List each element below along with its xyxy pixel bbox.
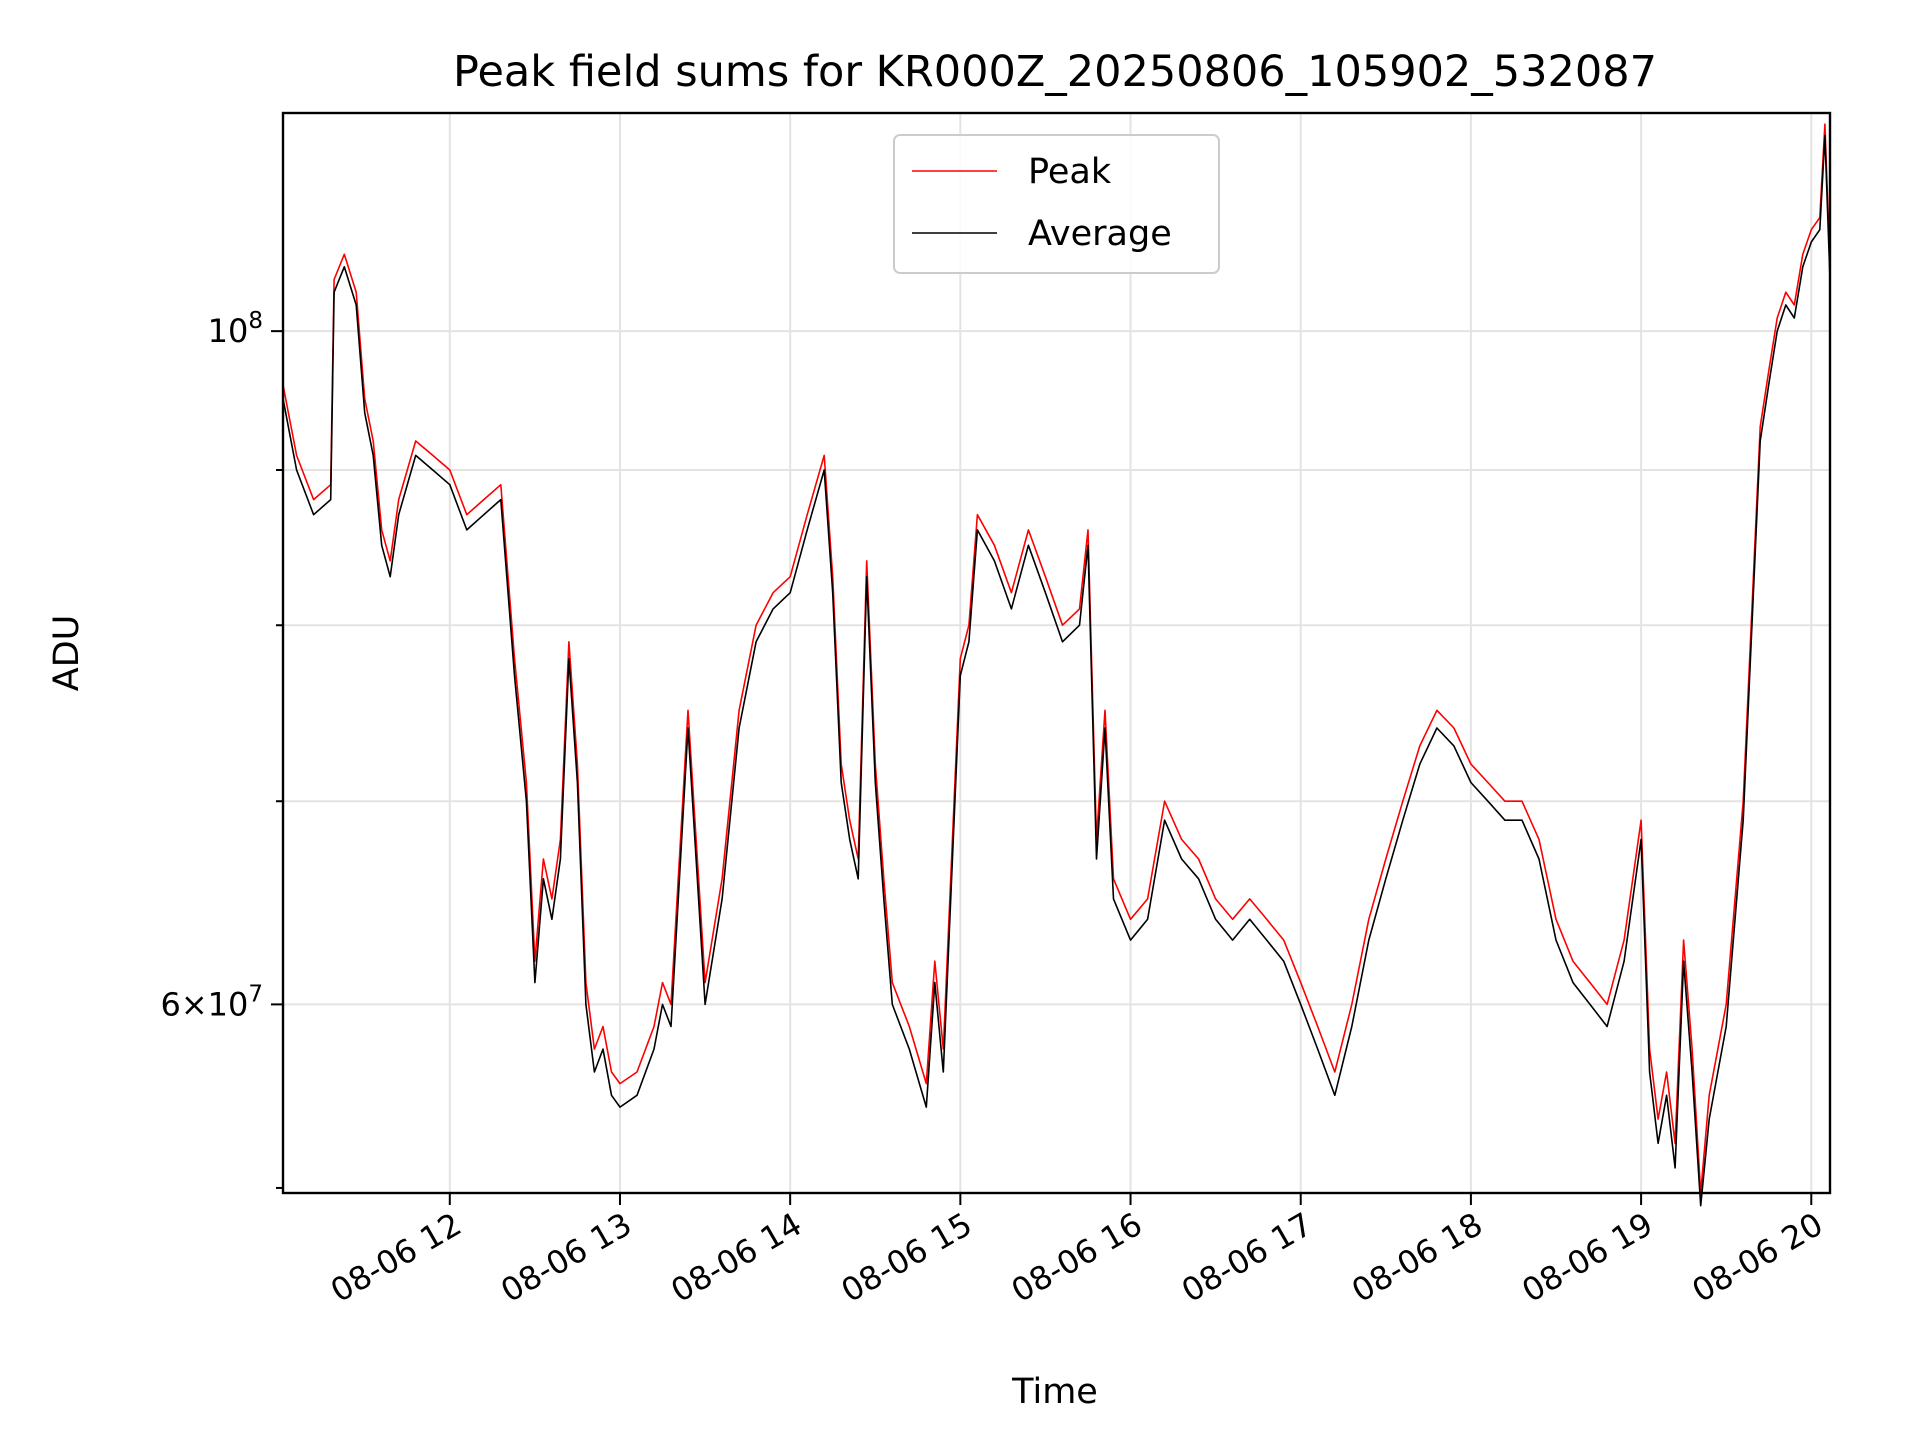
x-axis-ticks: 08-06 12 08-06 13 08-06 14 08-06 15 08-06 16… (324, 1193, 1829, 1310)
x-tick-label: 08-06 16 (1005, 1205, 1149, 1310)
y-axis-ticks: 6×107 108 (160, 308, 283, 1189)
x-axis-label: Time (1011, 1372, 1098, 1412)
y-axis-label: ADU (47, 615, 87, 692)
plot-frame (281, 111, 1832, 1195)
legend-label-average: Average (1028, 214, 1172, 254)
chart-title: Peak field sums for KR000Z_20250806_1059… (453, 47, 1657, 97)
legend-box (893, 134, 1220, 274)
grid-lines (283, 113, 1830, 1193)
series-line-average (282, 134, 1831, 1207)
x-tick-label: 08-06 18 (1345, 1205, 1489, 1310)
series-lines (282, 123, 1831, 1207)
x-tick-label: 08-06 13 (494, 1205, 638, 1310)
x-tick-label: 08-06 19 (1515, 1205, 1659, 1310)
legend-label-peak: Peak (1028, 152, 1112, 192)
y-tick-label: 108 (208, 308, 263, 350)
x-tick-label: 08-06 20 (1686, 1205, 1830, 1310)
x-tick-label: 08-06 12 (324, 1205, 468, 1310)
legend: Peak Average (893, 134, 1220, 274)
x-tick-label: 08-06 14 (665, 1205, 809, 1310)
series-line-peak (282, 123, 1831, 1194)
x-tick-label: 08-06 17 (1175, 1205, 1319, 1310)
x-tick-label: 08-06 15 (835, 1205, 979, 1310)
y-tick-label: 6×107 (160, 981, 263, 1023)
